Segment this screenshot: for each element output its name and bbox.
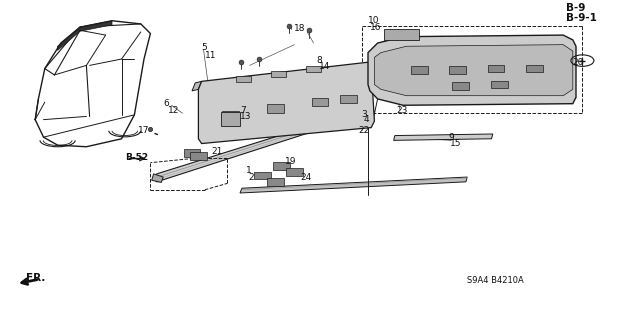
Text: 20: 20 xyxy=(573,58,584,67)
Polygon shape xyxy=(394,134,493,140)
Text: 8: 8 xyxy=(317,56,323,65)
Bar xyxy=(411,66,428,74)
Text: 5: 5 xyxy=(202,43,207,52)
Text: 24: 24 xyxy=(301,173,312,182)
Text: B-9: B-9 xyxy=(566,3,586,13)
Bar xyxy=(236,76,251,82)
Bar xyxy=(286,168,303,176)
Text: 21: 21 xyxy=(211,147,223,156)
Text: 14: 14 xyxy=(319,63,330,71)
Text: 7: 7 xyxy=(240,106,246,115)
Polygon shape xyxy=(152,174,163,182)
FancyArrowPatch shape xyxy=(155,133,157,135)
Text: 22: 22 xyxy=(358,126,370,135)
Text: 17: 17 xyxy=(138,126,149,135)
Bar xyxy=(254,172,271,179)
Bar xyxy=(273,162,290,170)
Bar xyxy=(526,65,543,72)
Polygon shape xyxy=(192,81,202,91)
Bar xyxy=(267,104,284,113)
Polygon shape xyxy=(374,45,573,96)
Bar xyxy=(488,65,504,72)
Text: B-52: B-52 xyxy=(125,153,148,162)
Bar xyxy=(452,82,469,90)
Bar xyxy=(491,81,508,88)
Bar xyxy=(449,66,466,74)
Bar xyxy=(190,152,207,160)
Text: 6: 6 xyxy=(163,99,169,108)
Bar xyxy=(384,29,419,40)
Polygon shape xyxy=(368,35,576,105)
Bar xyxy=(340,95,357,103)
Text: 4: 4 xyxy=(364,115,369,124)
Polygon shape xyxy=(154,107,374,182)
Bar xyxy=(184,149,200,157)
Text: 15: 15 xyxy=(450,139,461,148)
Text: 9: 9 xyxy=(448,133,454,142)
Text: 19: 19 xyxy=(285,157,296,166)
Text: 11: 11 xyxy=(205,51,216,60)
Text: S9A4 B4210A: S9A4 B4210A xyxy=(467,276,524,285)
Bar xyxy=(267,178,284,186)
Bar xyxy=(221,112,240,126)
Polygon shape xyxy=(58,21,112,50)
Text: B-9-1: B-9-1 xyxy=(566,12,597,23)
Text: 12: 12 xyxy=(168,106,179,115)
Polygon shape xyxy=(240,177,467,193)
Text: 16: 16 xyxy=(370,23,381,32)
Bar xyxy=(306,66,321,72)
Bar xyxy=(271,71,286,77)
Text: 18: 18 xyxy=(294,24,306,33)
Text: 2: 2 xyxy=(248,173,254,182)
Bar xyxy=(222,111,239,119)
Text: 10: 10 xyxy=(368,16,380,25)
Text: 3: 3 xyxy=(362,110,367,119)
Text: FR.: FR. xyxy=(26,272,45,283)
Polygon shape xyxy=(198,62,374,144)
Bar xyxy=(312,98,328,106)
Text: 1: 1 xyxy=(246,166,252,175)
Text: 23: 23 xyxy=(397,106,408,115)
Text: 13: 13 xyxy=(240,112,252,121)
